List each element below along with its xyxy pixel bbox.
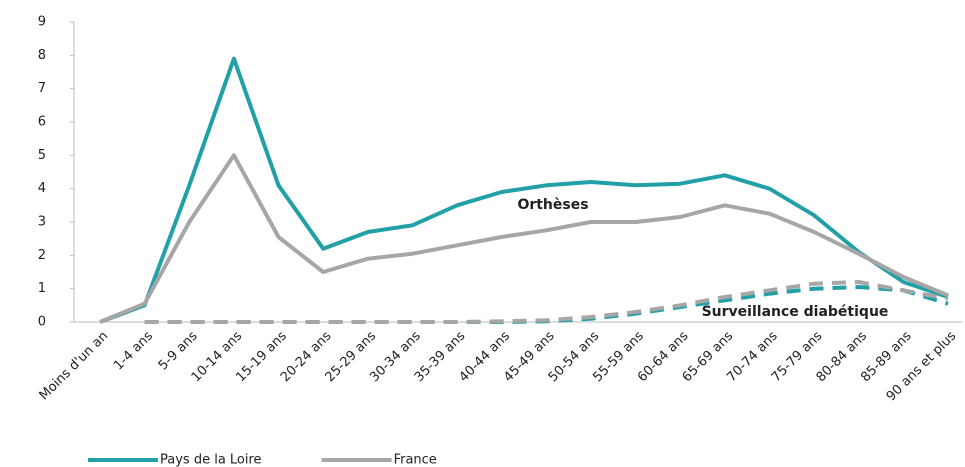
legend-label: France <box>394 453 437 467</box>
y-tick-label: 0 <box>38 315 46 330</box>
annotation: Orthèses <box>517 197 588 213</box>
line <box>99 56 949 324</box>
annotation: Surveillance diabétique <box>702 304 889 320</box>
line <box>99 153 949 324</box>
y-tick-label: 2 <box>38 248 46 263</box>
y-tick-label: 3 <box>38 215 46 230</box>
y-tick-label: 8 <box>38 48 46 63</box>
y-tick-label: 1 <box>38 281 46 296</box>
line <box>144 280 949 324</box>
y-tick-label: 7 <box>38 81 46 96</box>
x-tick-label: 1-4 ans <box>111 329 156 374</box>
x-tick-label: Moins d'un an <box>37 329 112 404</box>
x-tick-label: 5-9 ans <box>156 329 201 374</box>
legend-label: Pays de la Loire <box>160 453 262 467</box>
y-tick-label: 5 <box>38 148 46 163</box>
y-tick-label: 9 <box>38 15 46 30</box>
y-tick-label: 4 <box>38 181 46 196</box>
y-tick-label: 6 <box>38 115 46 130</box>
